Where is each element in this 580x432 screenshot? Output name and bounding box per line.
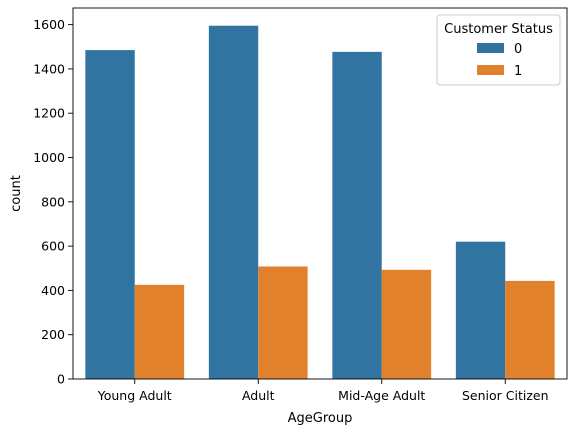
y-tick-label: 0 [57,372,65,387]
bar-senior-citizen-series-1 [505,281,554,379]
bar-adult-series-0 [209,26,258,379]
y-axis-label: count [9,175,24,212]
legend-title: Customer Status [444,22,553,37]
y-tick-label: 200 [41,327,65,342]
y-tick-label: 600 [41,239,65,254]
y-tick-label: 1400 [33,61,65,76]
legend: Customer Status 0 1 [437,15,560,85]
y-tick-label: 1600 [33,17,65,32]
bar-mid-age-adult-series-0 [332,52,381,379]
x-tick-label: Senior Citizen [462,388,549,403]
x-axis-label: AgeGroup [288,411,353,426]
bar-young-adult-series-1 [135,285,184,379]
bar-adult-series-1 [258,266,307,379]
legend-swatch-0 [477,43,504,53]
y-axis-ticks: 0 200 400 600 800 1000 1200 1400 1600 [33,17,73,386]
bar-mid-age-adult-series-1 [382,270,431,379]
y-tick-label: 1200 [33,106,65,121]
bar-young-adult-series-0 [85,50,134,379]
legend-label-0: 0 [514,42,522,57]
bar-senior-citizen-series-0 [456,242,505,379]
y-tick-label: 400 [41,283,65,298]
x-axis-ticks: Young Adult Adult Mid-Age Adult Senior Citi… [97,379,549,403]
x-tick-label: Mid-Age Adult [338,388,425,403]
y-tick-label: 1000 [33,150,65,165]
x-tick-label: Adult [242,388,275,403]
y-tick-label: 800 [41,194,65,209]
x-tick-label: Young Adult [97,388,172,403]
legend-label-1: 1 [514,64,522,79]
legend-swatch-1 [477,65,504,75]
